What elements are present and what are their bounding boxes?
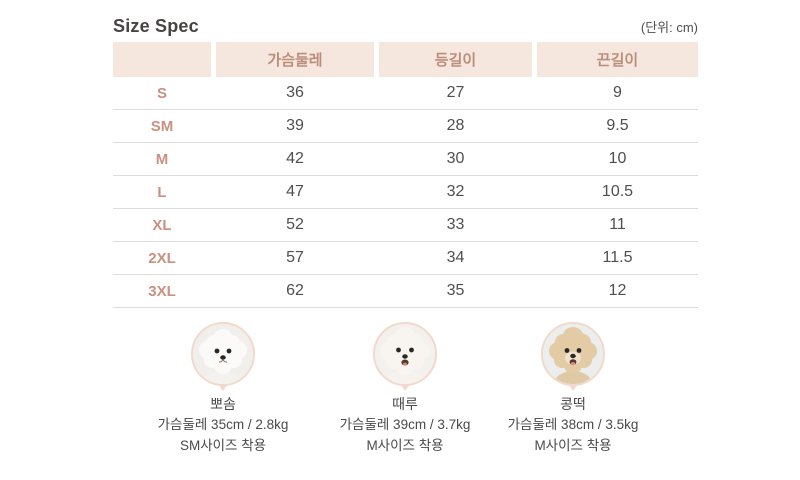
strap-length-value: 12 — [608, 282, 627, 299]
table-row: 2XL 57 34 11.5 — [113, 242, 698, 275]
strap-length-value: 10 — [608, 150, 627, 167]
size-spec-table: 가슴둘레 등길이 끈길이 S 36 27 9 SM 39 28 9.5 M 42… — [113, 42, 698, 308]
chest-value: 47 — [286, 183, 304, 200]
model-size-worn: M사이즈 착용 — [534, 438, 612, 453]
fit-models-section: 뽀솜 가슴둘레 35cm / 2.8kg SM사이즈 착용 — [113, 322, 698, 472]
strap-length-value: 9.5 — [606, 117, 629, 134]
size-label: L — [157, 183, 167, 201]
model-size-worn: M사이즈 착용 — [366, 438, 444, 453]
dog-photo — [373, 322, 437, 386]
cream-dog-icon — [375, 324, 435, 384]
unit-note: (단위: cm) — [640, 20, 698, 35]
page-title: Size Spec — [113, 16, 199, 36]
header-cell-blank — [113, 42, 211, 77]
table-row: L 47 32 10.5 — [113, 176, 698, 209]
chest-value: 52 — [286, 216, 304, 233]
strap-length-value: 9 — [613, 84, 622, 101]
bubble-tail — [568, 384, 578, 391]
dog-photo — [191, 322, 255, 386]
bubble-tail — [218, 384, 228, 391]
model-size-worn: SM사이즈 착용 — [179, 438, 267, 453]
back-length-value: 28 — [446, 117, 465, 134]
tan-dog-icon — [543, 324, 603, 384]
size-label: 3XL — [148, 282, 176, 300]
model-card: 때루 가슴둘레 39cm / 3.7kg M사이즈 착용 — [305, 322, 505, 456]
chest-value: 42 — [286, 150, 304, 167]
model-card: 뽀솜 가슴둘레 35cm / 2.8kg SM사이즈 착용 — [123, 322, 323, 456]
size-label: SM — [150, 117, 174, 135]
strap-length-value: 11.5 — [602, 249, 633, 266]
model-spec: 가슴둘레 39cm / 3.7kg — [339, 417, 471, 432]
chest-value: 36 — [286, 84, 304, 101]
back-length-value: 32 — [446, 183, 465, 200]
header-cell-back-length: 등길이 — [379, 42, 532, 77]
table-row: M 42 30 10 — [113, 143, 698, 176]
strap-length-value: 10.5 — [601, 183, 634, 200]
white-dog-icon — [193, 324, 253, 384]
header-cell-strap-length: 끈길이 — [537, 42, 698, 77]
table-body: S 36 27 9 SM 39 28 9.5 M 42 30 10 L 47 3… — [113, 77, 698, 308]
size-label: M — [155, 150, 169, 168]
model-spec: 가슴둘레 35cm / 2.8kg — [157, 417, 289, 432]
table-header-row: 가슴둘레 등길이 끈길이 — [113, 42, 698, 77]
table-row: 3XL 62 35 12 — [113, 275, 698, 308]
back-length-value: 34 — [446, 249, 465, 266]
dog-photo — [541, 322, 605, 386]
chest-value: 57 — [286, 249, 304, 266]
back-length-value: 27 — [446, 84, 465, 101]
model-card: 콩떡 가슴둘레 38cm / 3.5kg M사이즈 착용 — [473, 322, 673, 456]
table-row: XL 52 33 11 — [113, 209, 698, 242]
model-name: 뽀솜 — [210, 396, 236, 412]
size-spec-section: Size Spec (단위: cm) 가슴둘레 등길이 끈길이 S 36 27 … — [113, 0, 698, 472]
header-cell-chest: 가슴둘레 — [216, 42, 374, 77]
table-row: S 36 27 9 — [113, 77, 698, 110]
chest-value: 39 — [286, 117, 304, 134]
size-label: 2XL — [148, 249, 176, 267]
model-name: 때루 — [392, 396, 418, 412]
chest-value: 62 — [286, 282, 304, 299]
back-length-value: 33 — [446, 216, 465, 233]
section-header: Size Spec (단위: cm) — [113, 0, 698, 42]
size-label: XL — [152, 216, 172, 234]
model-name: 콩떡 — [560, 396, 586, 412]
back-length-value: 30 — [446, 150, 465, 167]
model-spec: 가슴둘레 38cm / 3.5kg — [507, 417, 639, 432]
bubble-tail — [400, 384, 410, 391]
size-label: S — [156, 84, 167, 102]
back-length-value: 35 — [446, 282, 465, 299]
table-row: SM 39 28 9.5 — [113, 110, 698, 143]
strap-length-value: 11 — [609, 216, 626, 233]
